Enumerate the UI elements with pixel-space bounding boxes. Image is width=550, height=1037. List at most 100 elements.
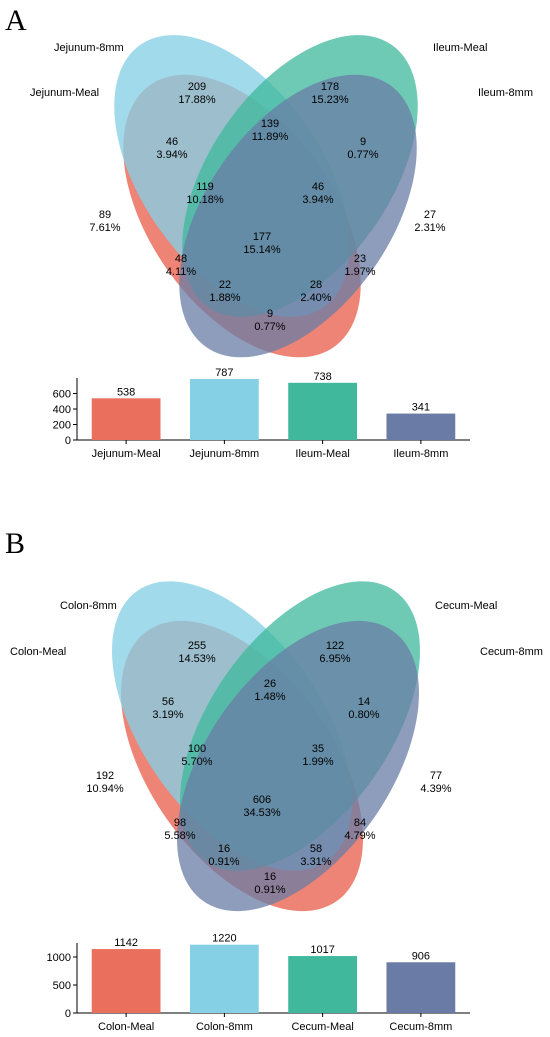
bar-chart: 0 200 400 600 538 Jejunum-Meal 787 Jejunum-8mm 7… xyxy=(53,367,470,460)
region-count: 89 xyxy=(99,209,111,221)
region-count: 26 xyxy=(264,678,276,690)
set-label-1: Jejunum-Meal xyxy=(30,87,99,99)
region-percent: 0.77% xyxy=(347,149,378,161)
region-percent: 0.91% xyxy=(208,856,239,868)
bar-value-label: 1017 xyxy=(310,944,334,956)
region-count: 192 xyxy=(96,770,114,782)
set-label-3: Cecum-Meal xyxy=(435,600,497,612)
region-count: 98 xyxy=(174,817,186,829)
bar-value-label: 738 xyxy=(313,371,331,383)
panel-letter: A xyxy=(5,4,27,37)
bar-chart: 0 500 1000 1142 Colon-Meal 1220 Colon-8mm 1017 C… xyxy=(47,933,470,1033)
y-tick-label: 200 xyxy=(53,420,71,432)
category-label: Ileum-8mm xyxy=(393,448,448,460)
y-tick-label: 500 xyxy=(53,980,71,992)
region-count: 16 xyxy=(218,843,230,855)
bar-value-label: 906 xyxy=(412,950,430,962)
panel-letter: B xyxy=(5,527,25,560)
venn-diagram xyxy=(114,35,418,358)
set-ellipse-4 xyxy=(177,620,419,912)
region-percent: 3.19% xyxy=(152,709,183,721)
region-percent: 3.94% xyxy=(302,194,333,206)
region-count: 23 xyxy=(354,253,366,265)
category-label: Colon-8mm xyxy=(196,1021,253,1033)
bar xyxy=(189,944,259,1013)
venn-region-labels: 209 17.88% 178 15.23% 139 11.89% 46 3.94… xyxy=(89,81,445,333)
category-label: Cecum-8mm xyxy=(389,1021,452,1033)
region-percent: 1.88% xyxy=(209,292,240,304)
region-percent: 3.31% xyxy=(300,856,331,868)
set-label-2: Jejunum-8mm xyxy=(54,42,124,54)
set-label-2: Colon-8mm xyxy=(60,600,117,612)
region-percent: 2.31% xyxy=(414,222,445,234)
region-count: 84 xyxy=(354,817,366,829)
region-count: 35 xyxy=(312,743,324,755)
category-label: Jejunum-Meal xyxy=(92,448,161,460)
region-count: 9 xyxy=(360,136,366,148)
region-percent: 7.61% xyxy=(89,222,120,234)
region-count: 178 xyxy=(321,81,339,93)
region-percent: 15.14% xyxy=(243,244,281,256)
category-label: Ileum-Meal xyxy=(295,448,349,460)
region-percent: 34.53% xyxy=(243,807,281,819)
region-percent: 5.58% xyxy=(164,830,195,842)
region-percent: 0.91% xyxy=(254,884,285,896)
bar xyxy=(288,956,358,1013)
bar xyxy=(386,962,456,1013)
category-label: Cecum-Meal xyxy=(291,1021,353,1033)
region-percent: 10.94% xyxy=(86,783,124,795)
y-tick-label: 0 xyxy=(65,435,71,447)
region-percent: 3.94% xyxy=(156,149,187,161)
bar-value-label: 1220 xyxy=(212,933,236,945)
bar xyxy=(189,379,259,440)
region-percent: 1.99% xyxy=(302,756,333,768)
y-tick-label: 400 xyxy=(53,404,71,416)
bar-value-label: 1142 xyxy=(114,937,138,949)
bar-value-label: 538 xyxy=(117,386,135,398)
region-count: 119 xyxy=(196,181,214,193)
bar-value-label: 341 xyxy=(412,402,430,414)
region-count: 122 xyxy=(326,640,344,652)
venn-region-labels: 255 14.53% 122 6.95% 26 1.48% 56 3.19% 1… xyxy=(86,640,451,896)
region-percent: 5.70% xyxy=(181,756,212,768)
region-count: 606 xyxy=(253,794,271,806)
y-tick-label: 1000 xyxy=(47,952,71,964)
region-percent: 0.77% xyxy=(254,321,285,333)
region-percent: 4.11% xyxy=(166,266,197,278)
region-count: 14 xyxy=(358,696,370,708)
set-label-4: Ileum-8mm xyxy=(478,87,533,99)
region-percent: 10.18% xyxy=(186,194,224,206)
category-label: Jejunum-8mm xyxy=(190,448,260,460)
region-count: 139 xyxy=(261,118,279,130)
region-percent: 6.95% xyxy=(319,653,350,665)
region-count: 56 xyxy=(162,696,174,708)
y-tick-label: 0 xyxy=(65,1008,71,1020)
set-label-4: Cecum-8mm xyxy=(480,646,543,658)
region-count: 77 xyxy=(430,770,442,782)
region-percent: 1.48% xyxy=(254,691,285,703)
region-percent: 4.39% xyxy=(420,783,451,795)
bar xyxy=(91,949,161,1013)
region-percent: 1.97% xyxy=(344,266,375,278)
panel-a: A Jejunum-Meal Jejunum-8mm Ileum-Meal Il… xyxy=(5,4,533,460)
set-label-1: Colon-Meal xyxy=(10,646,66,658)
region-count: 16 xyxy=(264,871,276,883)
region-count: 100 xyxy=(188,743,206,755)
region-percent: 4.79% xyxy=(344,830,375,842)
region-count: 255 xyxy=(188,640,206,652)
region-percent: 15.23% xyxy=(311,94,349,106)
region-count: 177 xyxy=(253,231,271,243)
region-count: 22 xyxy=(219,279,231,291)
bar xyxy=(288,382,358,440)
region-count: 209 xyxy=(188,81,206,93)
bar-value-label: 787 xyxy=(215,367,233,379)
region-count: 9 xyxy=(267,308,273,320)
set-ellipse-4 xyxy=(179,74,417,358)
panel-b: B Colon-Meal Colon-8mm Cecum-Meal Cecum-… xyxy=(5,527,543,1033)
bar xyxy=(386,413,456,440)
region-count: 48 xyxy=(175,253,187,265)
bar xyxy=(91,398,161,440)
region-percent: 11.89% xyxy=(252,131,289,143)
region-percent: 17.88% xyxy=(178,94,216,106)
set-label-3: Ileum-Meal xyxy=(433,42,487,54)
